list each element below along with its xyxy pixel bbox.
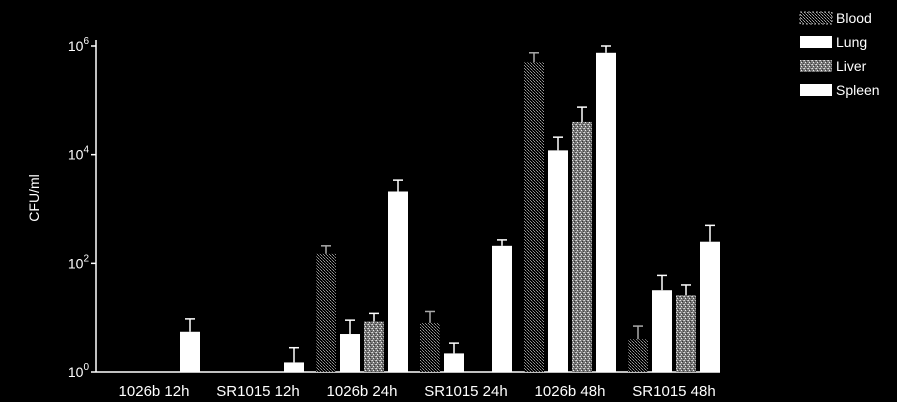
legend: Blood Lung Liver Spleen <box>799 10 880 98</box>
bar-lung-5 <box>548 150 568 372</box>
x-tick-label: SR1015 48h <box>632 383 715 400</box>
legend-swatch-blood <box>799 11 833 25</box>
bar-spleen-1 <box>180 331 200 372</box>
bar-spleen-6 <box>700 241 720 372</box>
y-tick-label: 104 <box>68 145 90 163</box>
x-tick-label: 1026b 48h <box>535 383 606 400</box>
y-tick-label: 106 <box>68 36 90 54</box>
y-tick-label: 100 <box>68 362 90 380</box>
bar-spleen-3 <box>388 191 408 372</box>
legend-label-spleen: Spleen <box>836 82 880 98</box>
legend-label-blood: Blood <box>836 10 872 26</box>
legend-label-lung: Lung <box>836 34 867 50</box>
plot-area: 100 102 104 106 1026b 12h SR1015 12h 1026b 24h… <box>68 36 720 400</box>
legend-swatch-lung <box>800 36 832 48</box>
y-tick-label: 102 <box>68 253 90 271</box>
bar-blood-6 <box>628 339 648 372</box>
bar-spleen-2 <box>284 362 304 372</box>
bar-lung-3 <box>340 334 360 372</box>
legend-label-liver: Liver <box>836 58 867 74</box>
bar-blood-4 <box>420 322 440 372</box>
x-tick-label: SR1015 24h <box>424 383 507 400</box>
legend-swatch-spleen <box>800 84 832 96</box>
bar-blood-5 <box>524 62 544 373</box>
legend-swatch-liver <box>800 60 832 72</box>
bar-spleen-5 <box>596 52 616 373</box>
bar-lung-4 <box>444 353 464 372</box>
bar-liver-6 <box>676 295 696 372</box>
x-tick-label: 1026b 24h <box>327 383 398 400</box>
bar-blood-3 <box>316 253 336 372</box>
x-tick-label: 1026b 12h <box>119 383 190 400</box>
bar-liver-5 <box>572 121 592 372</box>
x-tick-label: SR1015 12h <box>216 383 299 400</box>
bar-liver-3 <box>364 321 384 372</box>
bar-lung-6 <box>652 290 672 372</box>
bar-spleen-4 <box>492 245 512 372</box>
